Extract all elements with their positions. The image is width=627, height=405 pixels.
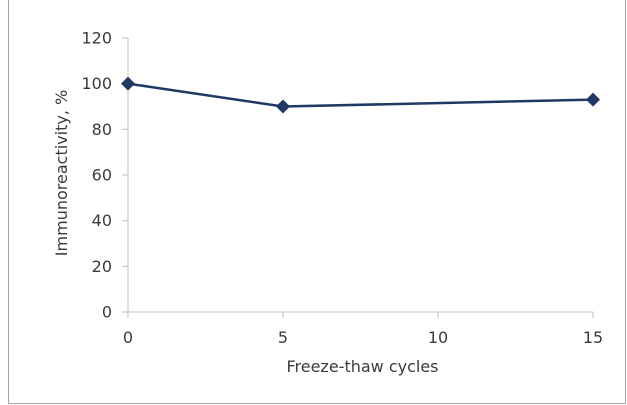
x-tick-label: 0: [123, 328, 133, 347]
data-point-marker: [276, 99, 290, 114]
chart-frame: [8, 0, 626, 404]
series-line: [127, 82, 594, 108]
y-tick-label: 120: [81, 29, 112, 48]
x-tick-label: 5: [278, 328, 288, 347]
data-point-marker: [121, 76, 135, 91]
y-axis-title: Immunoreactivity, %: [52, 90, 71, 256]
x-axis-title: Freeze-thaw cycles: [286, 357, 438, 376]
y-tick-label: 20: [92, 257, 112, 276]
y-tick-label: 60: [92, 166, 112, 185]
y-tick-labels: 0 20 40 60 80 100 120: [81, 29, 112, 322]
x-tick-labels: 0 5 10 15: [123, 328, 603, 347]
data-point-marker: [586, 92, 600, 107]
x-tick-label: 10: [428, 328, 448, 347]
axes: [122, 37, 594, 318]
series-group: [121, 76, 600, 114]
y-tick-label: 100: [81, 74, 112, 93]
y-tick-label: 0: [102, 303, 112, 322]
y-tick-label: 80: [92, 120, 112, 139]
x-tick-label: 15: [583, 328, 603, 347]
y-tick-label: 40: [92, 211, 112, 230]
